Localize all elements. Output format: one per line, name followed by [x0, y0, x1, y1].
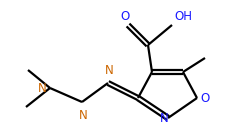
Text: OH: OH — [174, 10, 192, 23]
Text: N: N — [38, 82, 47, 95]
Text: N: N — [160, 112, 169, 125]
Text: N: N — [79, 109, 87, 122]
Text: N: N — [105, 64, 113, 77]
Text: O: O — [200, 92, 209, 105]
Text: O: O — [120, 10, 130, 23]
